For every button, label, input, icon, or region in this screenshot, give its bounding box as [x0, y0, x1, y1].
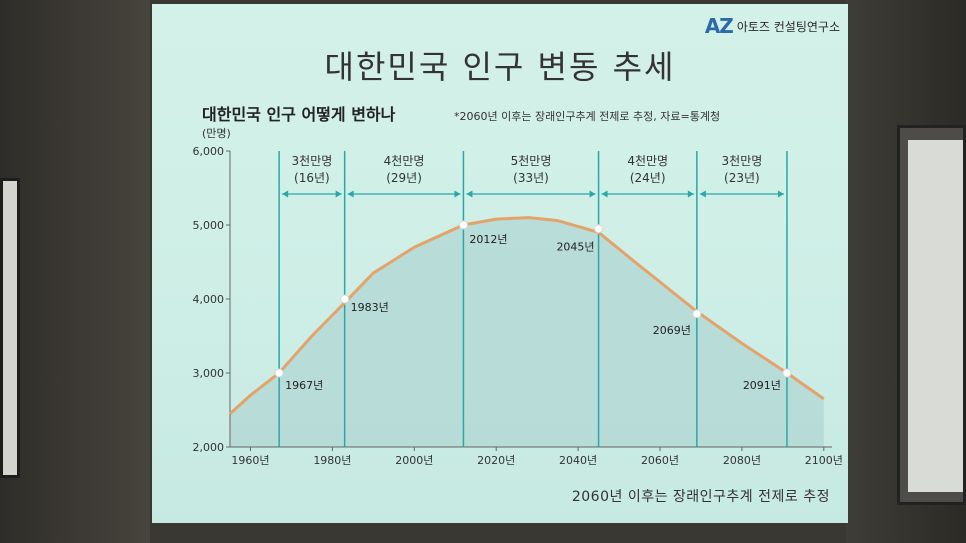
chart-title: 대한민국 인구 어떻게 변하나 — [202, 105, 396, 124]
milestone-label: 2045년 — [556, 241, 594, 254]
y-tick-label: 6,000 — [193, 145, 225, 158]
segment-population-label: 3천만명 — [292, 153, 333, 168]
slide-title: 대한민국 인구 변동 추세 — [324, 48, 676, 86]
milestone-label: 1983년 — [351, 301, 389, 314]
segment-arrow-head-right — [777, 190, 784, 198]
segment-arrow-head-left — [466, 190, 473, 198]
x-tick-label: 1960년 — [231, 454, 269, 467]
segment-arrow-head-right — [687, 190, 694, 198]
x-tick-label: 2080년 — [723, 454, 761, 467]
x-tick-label: 2060년 — [641, 454, 679, 467]
y-axis-unit: (만명) — [202, 127, 231, 140]
population-area — [230, 217, 824, 447]
logo-mark: AZ — [704, 14, 734, 38]
y-tick-label: 3,000 — [193, 367, 225, 380]
segment-arrow-head-left — [347, 190, 354, 198]
x-tick-label: 2100년 — [805, 454, 843, 467]
milestone-label: 2069년 — [653, 324, 691, 337]
population-chart: (만명) 2,000 3,000 4,000 5,000 6,000 1960년 1980년 2… — [193, 127, 843, 467]
x-tick-label: 1980년 — [313, 454, 351, 467]
y-tick-label: 4,000 — [193, 293, 225, 306]
y-tick-label: 2,000 — [193, 441, 225, 454]
milestone-point — [594, 224, 604, 234]
population-line — [228, 216, 825, 415]
segment-population-label: 5천만명 — [511, 153, 552, 168]
segment-arrow-head-right — [335, 190, 342, 198]
segment-population-label: 4천만명 — [384, 153, 425, 168]
segment-arrow-head-right — [454, 190, 461, 198]
milestone-label: 2091년 — [743, 379, 781, 392]
segment-arrow-head-right — [589, 190, 596, 198]
milestone-point — [692, 309, 702, 319]
wall-left — [0, 0, 150, 543]
milestone-point — [340, 294, 350, 304]
segment-arrow-head-left — [282, 190, 289, 198]
segment-arrow-head-left — [699, 190, 706, 198]
milestone-label: 1967년 — [285, 379, 323, 392]
segment-population-label: 3천만명 — [722, 153, 763, 168]
y-tick-label: 5,000 — [193, 219, 225, 232]
footer-note: 2060년 이후는 장래인구추계 전제로 추정 — [571, 489, 830, 505]
milestone-point — [274, 368, 284, 378]
x-tick-label: 2000년 — [395, 454, 433, 467]
segment-duration-label: (16년) — [294, 171, 330, 185]
logo-text: 아토즈 컨설팅연구소 — [736, 19, 840, 34]
whiteboard-right — [897, 125, 966, 505]
milestone-point — [458, 220, 468, 230]
segment-duration-label: (23년) — [724, 171, 760, 185]
x-tick-label: 2040년 — [559, 454, 597, 467]
segment-duration-label: (29년) — [386, 171, 422, 185]
x-tick-label: 2020년 — [477, 454, 515, 467]
milestone-point — [782, 368, 792, 378]
milestone-label: 2012년 — [469, 233, 507, 246]
segment-duration-label: (24년) — [630, 171, 666, 185]
chart-note: *2060년 이후는 장래인구추계 전제로 추정, 자료=통계청 — [454, 110, 721, 123]
company-logo: AZ 아토즈 컨설팅연구소 — [705, 14, 840, 38]
whiteboard-left — [0, 178, 20, 478]
segment-duration-label: (33년) — [513, 171, 549, 185]
presentation-slide: AZ 아토즈 컨설팅연구소 대한민국 인구 변동 추세 대한민국 인구 어떻게 … — [152, 4, 848, 523]
segment-arrow-head-left — [601, 190, 608, 198]
segment-population-label: 4천만명 — [627, 153, 668, 168]
